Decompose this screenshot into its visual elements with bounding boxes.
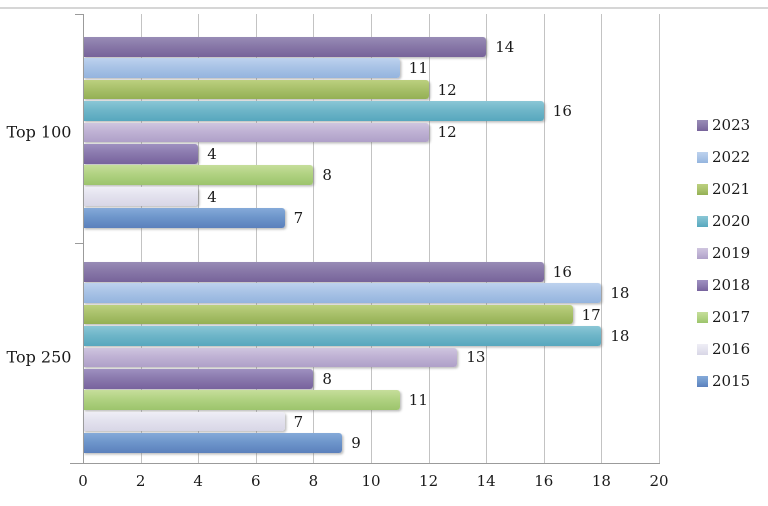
- legend-swatch-2016: [697, 344, 708, 355]
- legend-label-2018: 2018: [712, 276, 751, 294]
- bar-top-250-2023: [83, 262, 544, 282]
- value-axis-line: [70, 463, 660, 464]
- bar-value-label: 14: [495, 37, 515, 56]
- legend-swatch-2021: [697, 184, 708, 195]
- x-tick-label: 20: [649, 472, 669, 490]
- bar-value-label: 4: [207, 187, 217, 206]
- legend-label-2023: 2023: [712, 116, 751, 134]
- bar-value-label: 7: [293, 209, 304, 227]
- bar-top-250-2017: [83, 390, 400, 410]
- bar-value-label: 9: [351, 434, 361, 452]
- legend-label-2017: 2017: [712, 308, 751, 326]
- legend-item-2015: 2015: [697, 372, 750, 391]
- bar-top-250-2018: [83, 369, 314, 389]
- category-axis-tick: [75, 243, 83, 244]
- bar-value-label: 8: [322, 369, 332, 388]
- legend-swatch-2017: [697, 312, 708, 323]
- legend-swatch-2023: [697, 120, 708, 131]
- bar-value-label: 7: [293, 412, 304, 431]
- bar-value-label: 8: [322, 166, 332, 185]
- x-tick-label: 12: [419, 472, 439, 490]
- x-tick-label: 4: [193, 472, 203, 490]
- bar-top-100-2018: [83, 144, 199, 164]
- legend-swatch-2015: [697, 376, 708, 387]
- legend-item-2016: 2016: [697, 340, 750, 359]
- category-axis-tick: [75, 14, 83, 15]
- x-tick-label: 18: [591, 472, 611, 490]
- x-tick-label: 6: [251, 472, 261, 490]
- bar-top-250-2015: [83, 433, 343, 453]
- legend-label-2016: 2016: [712, 340, 751, 358]
- category-label-top-100: Top 100: [6, 122, 72, 142]
- category-axis-line: [83, 14, 84, 463]
- legend-item-2022: 2022: [697, 148, 750, 167]
- legend-item-2019: 2019: [697, 244, 750, 263]
- legend-item-2017: 2017: [697, 308, 750, 327]
- legend-item-2018: 2018: [697, 276, 750, 295]
- plot-area: 14 11 12 16 12 4 8 4 7 16 18 17 18 13 8 11 7 9: [83, 14, 660, 463]
- x-tick-label: 10: [361, 472, 381, 490]
- bar-top-100-2015: [83, 208, 285, 228]
- bar-value-label: 12: [437, 80, 457, 99]
- bar-value-label: 13: [466, 348, 486, 367]
- x-tick-label: 2: [135, 472, 146, 490]
- legend-label-2021: 2021: [712, 180, 751, 198]
- bar-value-label: 18: [610, 284, 630, 303]
- legend-swatch-2020: [697, 216, 708, 227]
- bar-value-label: 16: [552, 102, 572, 120]
- bar-value-label: 4: [207, 144, 217, 163]
- legend-label-2020: 2020: [712, 212, 751, 230]
- gridline: [486, 14, 488, 463]
- legend-swatch-2018: [697, 280, 708, 291]
- bar-value-label: 12: [437, 123, 457, 142]
- legend-label-2022: 2022: [712, 148, 751, 166]
- legend-label-2015: 2015: [712, 372, 751, 390]
- bar-value-label: 17: [581, 305, 601, 324]
- legend-swatch-2019: [697, 248, 708, 259]
- bar-top-250-2022: [83, 283, 602, 303]
- legend-item-2023: 2023: [697, 116, 750, 135]
- bar-top-250-2016: [83, 411, 285, 432]
- category-axis-tick: [75, 463, 83, 464]
- gridline: [255, 14, 257, 463]
- gridline: [428, 14, 430, 463]
- bar-top-250-2020: [83, 326, 602, 346]
- bar-top-100-2021: [83, 79, 429, 100]
- gridline: [371, 14, 372, 463]
- bar-top-100-2020: [83, 101, 544, 121]
- gridline: [659, 14, 660, 463]
- gridline: [601, 14, 603, 463]
- legend-label-2019: 2019: [712, 244, 751, 262]
- bar-top-250-2019: [83, 347, 458, 368]
- bar-top-100-2017: [83, 165, 314, 185]
- gridline: [313, 14, 315, 463]
- legend-item-2021: 2021: [697, 180, 750, 199]
- x-tick-label: 0: [78, 472, 88, 490]
- bar-value-label: 11: [408, 391, 428, 410]
- bar-top-100-2016: [83, 186, 199, 207]
- category-label-top-250: Top 250: [6, 347, 72, 367]
- bar-value-label: 16: [552, 262, 572, 281]
- gridline: [198, 14, 200, 463]
- bar-value-label: 18: [610, 327, 630, 345]
- gridline: [543, 14, 545, 463]
- x-tick-label: 16: [534, 472, 554, 490]
- legend-item-2020: 2020: [697, 212, 750, 231]
- bar-top-100-2022: [83, 58, 400, 78]
- gridline: [140, 14, 142, 463]
- x-tick-label: 8: [308, 472, 319, 490]
- chart-top-border: [0, 7, 768, 9]
- bar-value-label: 11: [408, 59, 428, 78]
- legend: 2023 2022 2021 2020 2019 2018 2017 2016 2015: [697, 116, 750, 391]
- bar-top-100-2023: [83, 37, 487, 57]
- bar-top-250-2021: [83, 304, 573, 325]
- legend-swatch-2022: [697, 152, 708, 163]
- x-tick-label: 14: [476, 472, 496, 490]
- bar-top-100-2019: [83, 122, 429, 143]
